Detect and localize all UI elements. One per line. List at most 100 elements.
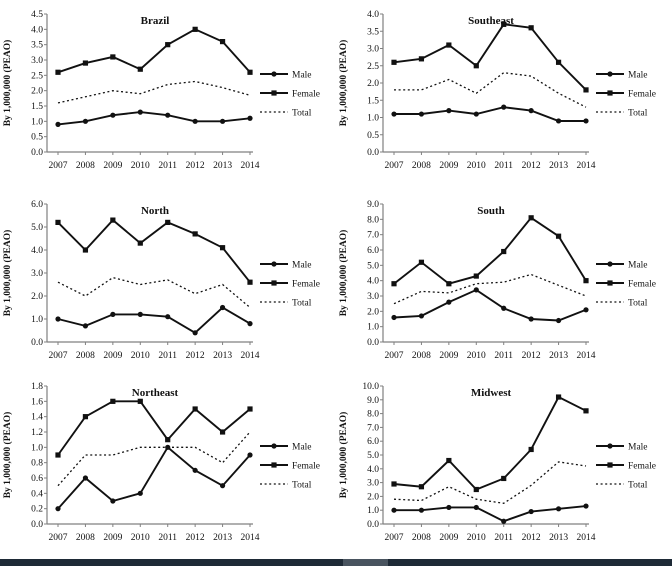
marker-female xyxy=(192,231,198,237)
x-tick-label: 2013 xyxy=(213,351,232,361)
marker-female xyxy=(82,60,89,66)
y-axis-label: By 1,000,000 (PEAO) xyxy=(2,40,13,127)
marker-female xyxy=(55,452,61,458)
x-tick-label: 2010 xyxy=(467,351,486,361)
series-line-male xyxy=(57,445,251,510)
series-line-female xyxy=(393,216,587,285)
y-tick-label: 1.5 xyxy=(31,102,43,112)
legend-marker-male xyxy=(607,261,613,267)
y-tick-label: 1.8 xyxy=(31,382,43,392)
marker-male xyxy=(555,317,562,324)
legend-label-female: Female xyxy=(292,90,320,100)
y-tick-label: 1.0 xyxy=(367,323,379,333)
chart-canvas-midwest: 0.0 1.0 2.0 3.0 4.0 5.0 6.0 7.0 8.0 9.0 10.0 2007 20… xyxy=(338,382,656,543)
x-tick-label: 2014 xyxy=(241,161,260,171)
legend-marker-male xyxy=(271,71,277,77)
y-tick-label: 2.0 xyxy=(31,292,43,302)
y-tick-label: 4.0 xyxy=(367,277,379,287)
series-line-male xyxy=(57,306,251,334)
bottom-scrollbar[interactable] xyxy=(0,559,672,566)
y-tick-label: 1.6 xyxy=(31,397,43,407)
marker-male xyxy=(528,316,534,322)
y-tick-label: 4.0 xyxy=(31,246,43,256)
x-tick-label: 2013 xyxy=(549,161,568,171)
y-tick-label: 2.5 xyxy=(367,62,379,72)
scrollbar-thumb[interactable] xyxy=(343,559,388,566)
marker-female xyxy=(473,273,479,279)
marker-male xyxy=(418,313,425,319)
x-tick-label: 2008 xyxy=(412,533,431,543)
marker-female xyxy=(55,219,61,225)
x-tick-label: 2009 xyxy=(103,351,122,361)
y-axis-label: By 1,000,000 (PEAO) xyxy=(338,40,349,127)
x-tick-label: 2012 xyxy=(186,533,205,543)
marker-male xyxy=(165,112,171,118)
x-tick-label: 2007 xyxy=(385,161,404,171)
x-tick-label: 2007 xyxy=(49,161,68,171)
x-tick-label: 2013 xyxy=(549,351,568,361)
x-tick-label: 2007 xyxy=(49,351,68,361)
marker-male xyxy=(219,304,226,311)
x-tick-label: 2007 xyxy=(385,533,404,543)
series-line-male xyxy=(393,288,587,322)
chart-canvas-north: 0.0 1.0 2.0 3.0 4.0 5.0 6.0 2007 2008 2009 2010 201… xyxy=(2,200,320,361)
y-tick-label: 2.0 xyxy=(367,492,379,502)
x-tick-label: 2011 xyxy=(158,351,177,361)
x-tick-label: 2008 xyxy=(76,161,95,171)
marker-male xyxy=(55,121,61,127)
x-tick-label: 2009 xyxy=(439,533,458,543)
legend-marker-female xyxy=(271,90,277,96)
y-tick-label: 6.0 xyxy=(31,200,43,210)
y-tick-label: 6.0 xyxy=(367,437,379,447)
marker-female xyxy=(55,69,61,75)
y-tick-label: 0.4 xyxy=(31,489,43,499)
y-axis-label: By 1,000,000 (PEAO) xyxy=(338,412,349,499)
legend-label-total: Total xyxy=(292,109,312,119)
legend-marker-female xyxy=(607,280,613,286)
y-tick-label: 3.0 xyxy=(367,479,379,489)
series-line-male xyxy=(57,111,251,126)
marker-male xyxy=(55,316,61,322)
marker-male xyxy=(192,118,198,124)
marker-female xyxy=(501,475,507,482)
marker-female xyxy=(247,69,253,75)
legend-marker-female xyxy=(271,280,277,286)
marker-male xyxy=(165,314,171,320)
legend-label-total: Total xyxy=(628,299,648,309)
legend-label-female: Female xyxy=(628,462,656,472)
marker-male xyxy=(418,507,425,513)
chart-title: Brazil xyxy=(141,15,170,27)
chart-canvas-southeast: 0.0 0.5 1.0 1.5 2.0 2.5 3.0 3.5 4.0 2007 2008 2009 2… xyxy=(338,10,656,171)
marker-female xyxy=(418,56,425,62)
marker-female xyxy=(192,26,198,32)
marker-female xyxy=(391,59,397,65)
x-tick-label: 2008 xyxy=(412,351,431,361)
marker-male xyxy=(446,299,452,305)
y-tick-label: 3.5 xyxy=(367,27,379,37)
y-tick-label: 9.0 xyxy=(367,396,379,406)
legend-label-total: Total xyxy=(628,109,648,119)
series-line-total xyxy=(57,80,251,104)
y-tick-label: 0.0 xyxy=(367,338,379,348)
marker-female xyxy=(501,21,507,27)
marker-female xyxy=(555,59,562,65)
marker-female xyxy=(137,66,143,72)
y-tick-label: 4.5 xyxy=(31,10,43,20)
chart-canvas-south: 0.0 1.0 2.0 3.0 4.0 5.0 6.0 7.0 8.0 9.0 2007 2008 20… xyxy=(338,200,656,361)
y-tick-label: 1.2 xyxy=(31,428,43,438)
marker-female xyxy=(583,87,589,93)
x-tick-label: 2011 xyxy=(494,533,513,543)
marker-female xyxy=(528,446,534,453)
marker-female xyxy=(446,457,452,464)
x-tick-label: 2012 xyxy=(522,351,541,361)
series-line-male xyxy=(394,505,587,523)
series-line-female xyxy=(57,400,251,456)
x-tick-label: 2012 xyxy=(186,161,205,171)
y-tick-label: 10.0 xyxy=(362,382,379,392)
series-line-total xyxy=(57,276,251,308)
marker-female xyxy=(165,437,171,443)
legend-marker-female xyxy=(607,90,613,96)
marker-male xyxy=(82,323,89,329)
marker-female xyxy=(165,42,171,48)
y-axis-label: By 1,000,000 (PEAO) xyxy=(2,412,13,499)
